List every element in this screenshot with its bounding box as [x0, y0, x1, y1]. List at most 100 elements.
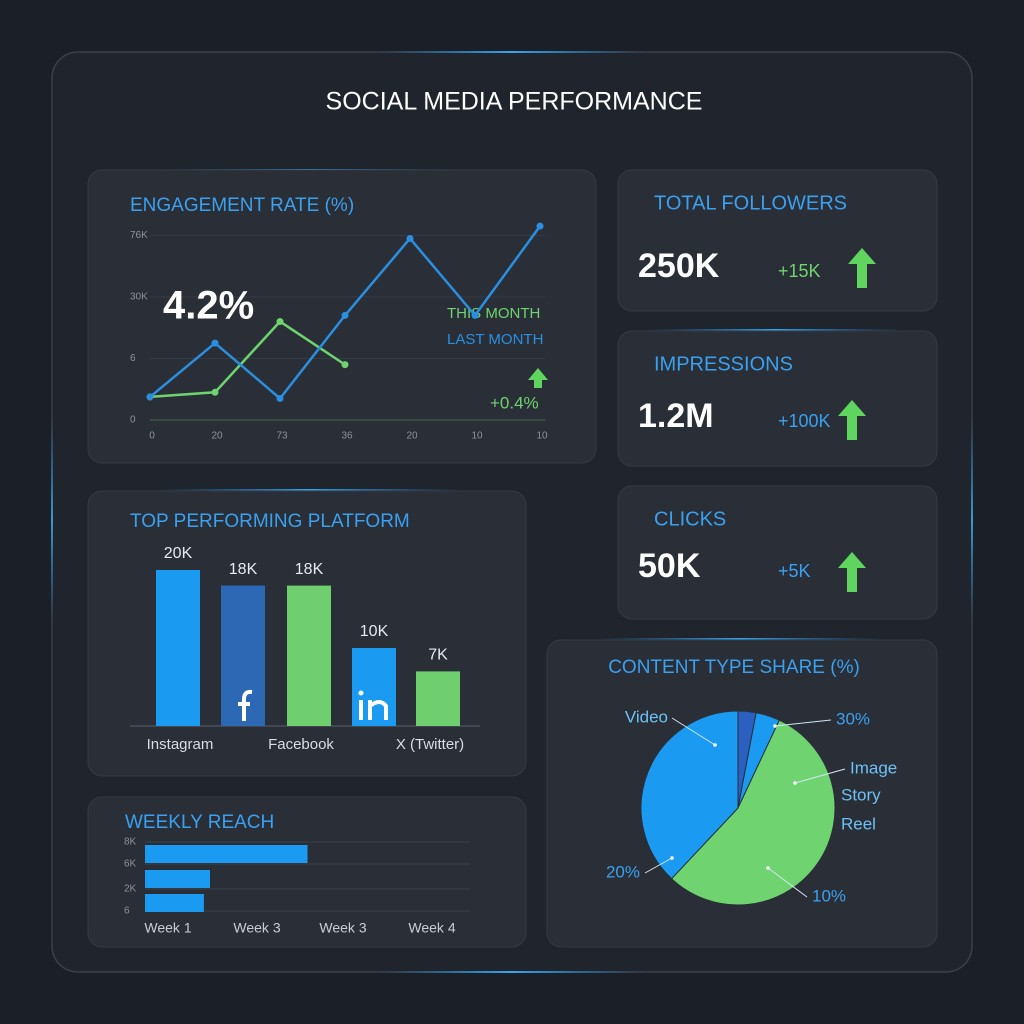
- legend-label: THIS MONTH: [447, 305, 540, 322]
- kpi-value: 1.2M: [638, 397, 714, 435]
- leader-dot: [766, 866, 770, 870]
- series-line: [149, 319, 346, 399]
- up-arrow: [838, 552, 866, 592]
- headline-value: 4.2%: [163, 284, 254, 328]
- kpi-label: CLICKS: [654, 508, 726, 530]
- series-point: [276, 394, 284, 402]
- glow: [380, 51, 644, 53]
- kpi-change: +100K: [778, 411, 831, 431]
- x-tick-label: 36: [341, 431, 353, 442]
- leader-line: [671, 717, 716, 746]
- legend-label: Story: [841, 785, 881, 804]
- value-label: 18K: [229, 561, 258, 578]
- legend-label: LAST MONTH: [447, 331, 543, 348]
- up-arrow: [838, 400, 866, 440]
- up-arrow: [528, 368, 548, 388]
- series-point: [276, 318, 284, 326]
- kpi-value: 50K: [638, 547, 701, 585]
- series-point: [341, 361, 349, 369]
- bar: [416, 671, 460, 726]
- glow: [600, 638, 880, 640]
- linkedin-icon-bg: [352, 686, 396, 726]
- leader-dot: [670, 856, 674, 860]
- legend-label: Video: [625, 707, 668, 726]
- up-arrow: [848, 248, 876, 288]
- x-tick-label: Week 3: [233, 920, 280, 936]
- glow: [51, 420, 53, 620]
- page-title: SOCIAL MEDIA PERFORMANCE: [326, 88, 703, 116]
- share-label: 30%: [836, 709, 870, 728]
- y-tick-label: 6: [130, 353, 136, 364]
- value-label: 18K: [295, 561, 324, 578]
- series-point: [146, 393, 154, 401]
- x-tick-label: Facebook: [268, 736, 334, 753]
- x-tick-label: Week 1: [144, 920, 191, 936]
- kpi-change: +15K: [778, 261, 821, 281]
- chart-title: WEEKLY REACH: [125, 812, 274, 833]
- chart-title: CONTENT TYPE SHARE (%): [608, 657, 860, 678]
- y-tick-label: 76K: [130, 230, 148, 241]
- pie-slice: [640, 710, 739, 880]
- kpi-change: +5K: [778, 561, 811, 581]
- card: [617, 330, 938, 467]
- share-label: 20%: [606, 862, 640, 881]
- glow: [380, 971, 644, 973]
- facebook-icon: [238, 689, 253, 721]
- leader-dot: [713, 743, 717, 747]
- leader-line: [767, 867, 808, 898]
- linkedin-icon: [359, 700, 388, 720]
- leader-line: [774, 719, 832, 727]
- change-label: +0.4%: [490, 393, 539, 412]
- card: [617, 485, 938, 620]
- series-point: [471, 311, 479, 319]
- kpi-label: IMPRESSIONS: [654, 353, 793, 375]
- bar: [156, 570, 200, 726]
- glow: [650, 329, 900, 331]
- x-tick-label: Week 3: [319, 920, 366, 936]
- y-tick-label: 2K: [124, 884, 137, 895]
- glow: [160, 489, 460, 491]
- legend-label: Image: [850, 758, 897, 777]
- legend-label: Reel: [841, 814, 876, 833]
- glow: [971, 420, 973, 620]
- x-tick-label: 20: [406, 431, 418, 442]
- y-tick-label: 8K: [124, 837, 137, 848]
- x-tick-label: 10: [536, 431, 548, 442]
- x-tick-label: 10: [471, 431, 483, 442]
- series-point: [341, 311, 349, 319]
- leader-dot: [793, 781, 797, 785]
- kpi-label: TOTAL FOLLOWERS: [654, 192, 847, 214]
- bar: [145, 894, 204, 912]
- series-point: [406, 234, 414, 242]
- value-label: 10K: [360, 623, 389, 640]
- x-tick-label: 0: [149, 431, 155, 442]
- series-point: [211, 339, 219, 347]
- value-label: 7K: [428, 647, 448, 664]
- share-label: 10%: [812, 886, 846, 905]
- chart-title: TOP PERFORMING PLATFORM: [130, 511, 410, 532]
- y-tick-label: 0: [130, 415, 136, 426]
- value-label: 20K: [164, 545, 193, 562]
- kpi-value: 250K: [638, 247, 720, 285]
- linkedin-icon: [358, 690, 364, 696]
- charts: TOTAL FOLLOWERS 250K +15K IMPRESSIONS 1.2M +1…: [124, 192, 897, 935]
- leader-dot: [773, 724, 777, 728]
- leader-line: [794, 768, 846, 784]
- x-tick-label: 73: [276, 431, 288, 442]
- x-tick-label: X (Twitter): [396, 736, 464, 753]
- leader-line: [644, 857, 673, 874]
- bar: [145, 845, 308, 863]
- series-point: [211, 388, 219, 396]
- bar: [287, 585, 331, 726]
- y-tick-label: 30K: [130, 292, 148, 303]
- card: [617, 169, 938, 312]
- x-tick-label: 20: [211, 431, 223, 442]
- y-tick-label: 6: [124, 906, 130, 917]
- pie-slice: [670, 719, 836, 906]
- x-tick-label: Week 4: [408, 920, 455, 936]
- icons: [221, 248, 876, 726]
- x-tick-label: Instagram: [147, 736, 214, 753]
- bar: [145, 870, 210, 888]
